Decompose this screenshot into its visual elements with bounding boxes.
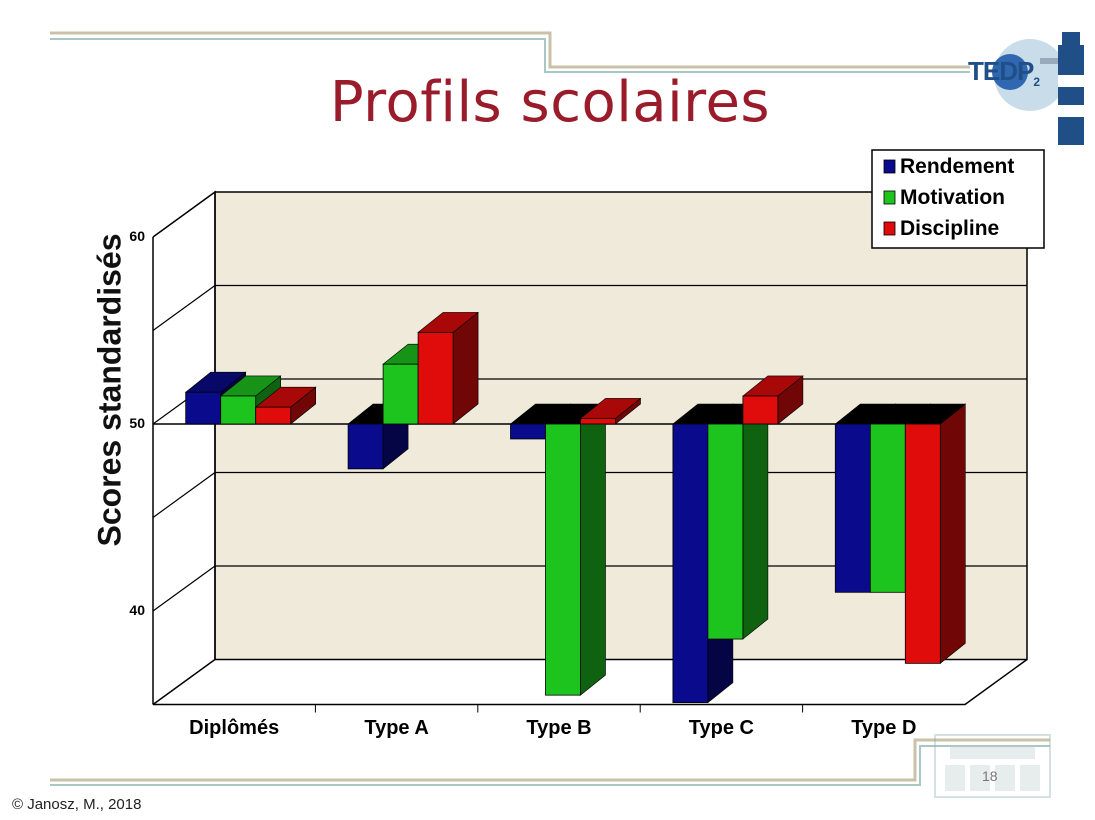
gridline xyxy=(152,284,1027,331)
x-tick-label: Diplômés xyxy=(189,717,279,739)
x-tick-label: Type B xyxy=(526,717,591,739)
bar-side xyxy=(580,403,606,696)
page-number: 18 xyxy=(982,768,998,784)
bar xyxy=(672,423,709,704)
legend-swatch xyxy=(883,221,896,236)
bar xyxy=(185,391,222,425)
bar xyxy=(545,423,581,696)
x-tick-label: Type C xyxy=(689,717,754,739)
plot-floor xyxy=(153,658,1028,706)
bar xyxy=(220,395,257,425)
plot-left-wall xyxy=(152,190,216,706)
y-tick-label: 50 xyxy=(129,415,145,431)
lighthouse-logo-icon xyxy=(992,32,1084,145)
building-watermark-icon xyxy=(934,734,1051,798)
legend-label: Discipline xyxy=(900,217,999,240)
x-tick-label: Type A xyxy=(364,717,428,739)
bar xyxy=(869,423,906,593)
y-axis-label: Scores standardisés xyxy=(91,233,128,547)
bar xyxy=(510,423,546,440)
bar xyxy=(580,417,616,425)
legend-swatch xyxy=(883,159,896,174)
legend-swatch xyxy=(883,190,896,205)
legend-box xyxy=(871,149,1045,249)
bar xyxy=(347,423,384,470)
bar-side xyxy=(939,403,966,664)
y-tick-label: 60 xyxy=(129,228,145,244)
bar xyxy=(742,395,779,425)
bar xyxy=(904,423,941,664)
legend-label: Motivation xyxy=(900,186,1005,209)
bar-side xyxy=(742,403,769,640)
y-tick-label: 40 xyxy=(129,602,145,618)
bar xyxy=(417,331,454,425)
bar xyxy=(255,406,292,425)
x-tick-label: Type D xyxy=(851,717,916,739)
footer-copyright: © Janosz, M., 2018 xyxy=(12,796,142,813)
bar xyxy=(707,423,744,640)
logo-text: TEDP2 xyxy=(968,56,1040,90)
page-title: Profils scolaires xyxy=(329,70,771,135)
legend-label: Rendement xyxy=(900,155,1014,178)
bar xyxy=(382,363,419,425)
bar xyxy=(834,423,871,593)
